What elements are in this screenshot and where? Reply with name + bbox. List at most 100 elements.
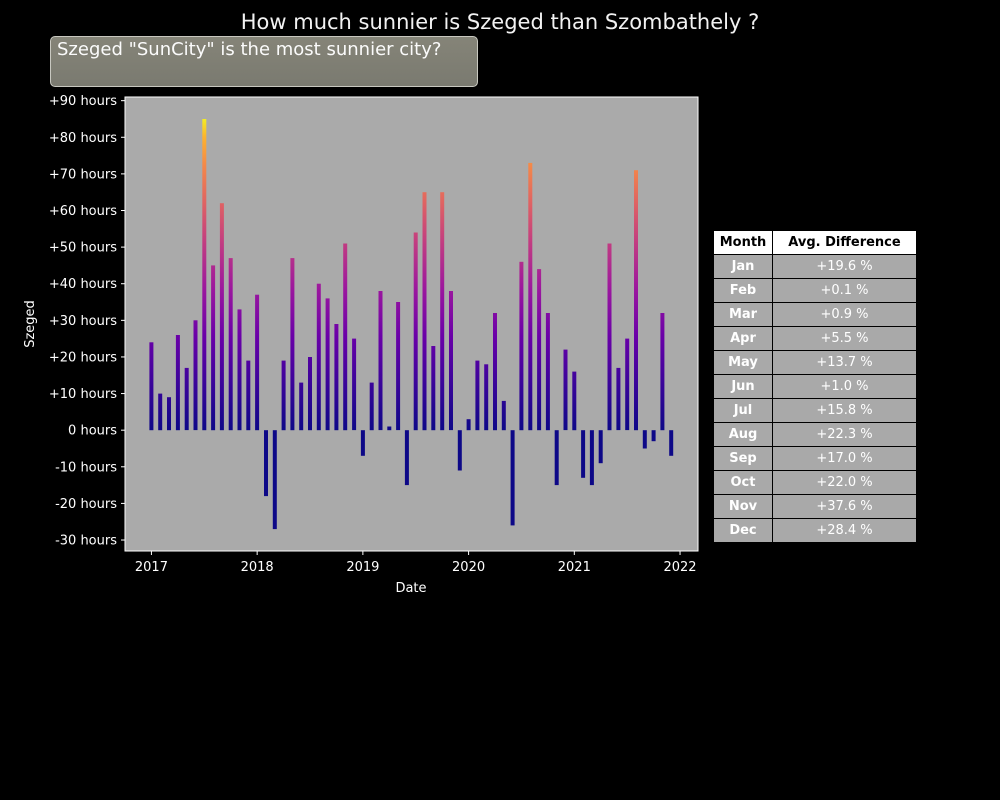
difference-cell: +28.4 %: [772, 518, 917, 543]
bar-2019-07: [413, 232, 418, 431]
y-axis-label: Szeged: [23, 300, 38, 348]
month-cell: Nov: [713, 494, 773, 519]
difference-cell: +37.6 %: [772, 494, 917, 519]
bar-2019-10: [440, 192, 445, 431]
y-tick-label: -30 hours: [55, 534, 117, 549]
bar-2021-04: [598, 430, 603, 464]
bar-2019-11: [449, 291, 453, 431]
table-row: May +13.7 %: [713, 350, 917, 375]
monthly-difference-table: Month Avg. Difference Jan +19.6 % Feb +0.1 …: [713, 230, 917, 543]
bar-2020-03: [484, 364, 489, 431]
bar-2020-10: [545, 313, 550, 431]
bar-2017-09: [219, 203, 224, 431]
table-row: Sep +17.0 %: [713, 446, 917, 471]
table-row: Aug +22.3 %: [713, 422, 917, 447]
y-tick-label: +90 hours: [49, 94, 117, 109]
bar-2017-10: [228, 258, 233, 431]
y-tick-label: +50 hours: [49, 241, 117, 256]
month-cell: Jan: [713, 254, 773, 279]
month-cell: May: [713, 350, 773, 375]
table-row: Apr +5.5 %: [713, 326, 917, 351]
bar-2018-05: [290, 258, 295, 431]
chart-title: How much sunnier is Szeged than Szombath…: [240, 10, 760, 34]
bar-2017-07: [202, 119, 207, 431]
bar-2017-08: [211, 265, 216, 431]
difference-cell: +1.0 %: [772, 374, 917, 399]
table-row: Dec +28.4 %: [713, 518, 917, 543]
bar-2018-11: [343, 243, 348, 431]
bar-2021-03: [589, 430, 594, 486]
month-cell: Oct: [713, 470, 773, 495]
y-tick-label: +40 hours: [49, 277, 117, 292]
difference-cell: +17.0 %: [772, 446, 917, 471]
bar-2019-03: [378, 291, 383, 431]
bar-2018-03: [272, 430, 277, 530]
bar-2017-04: [175, 335, 180, 431]
bar-2020-07: [519, 261, 524, 431]
bar-2019-02: [369, 382, 374, 431]
difference-cell: +13.7 %: [772, 350, 917, 375]
month-cell: Sep: [713, 446, 773, 471]
month-cell: Apr: [713, 326, 773, 351]
y-axis: -30 hours -20 hours -10 hours 0 hours +10 ho…: [49, 94, 125, 549]
bar-2017-12: [246, 360, 251, 431]
bar-2018-04: [281, 360, 286, 431]
bar-2021-09: [642, 430, 647, 449]
bar-chart: -30 hours -20 hours -10 hours 0 hours +10 ho…: [23, 94, 699, 596]
bar-2019-04: [387, 426, 392, 431]
y-tick-label: +70 hours: [49, 167, 117, 182]
table-row: Jan +19.6 %: [713, 254, 917, 279]
y-tick-label: +10 hours: [49, 387, 117, 402]
bar-2020-06: [510, 430, 515, 526]
bar-2017-02: [158, 393, 163, 431]
bar-2018-10: [334, 324, 339, 431]
difference-cell: +15.8 %: [772, 398, 917, 423]
table-header-month: Month: [713, 230, 773, 255]
annotation-box: Szeged "SunCity" is the most sunnier cit…: [50, 36, 478, 87]
difference-cell: +5.5 %: [772, 326, 917, 351]
month-cell: Mar: [713, 302, 773, 327]
bar-2017-03: [167, 397, 171, 431]
table-row: Feb +0.1 %: [713, 278, 917, 303]
bar-2020-11: [554, 430, 559, 486]
bar-2019-08: [422, 192, 427, 431]
annotation-text: Szeged "SunCity" is the most sunnier cit…: [57, 39, 442, 60]
x-tick-label: 2021: [558, 560, 591, 575]
bar-2021-07: [625, 338, 630, 431]
table-row: Nov +37.6 %: [713, 494, 917, 519]
plot-area: [124, 96, 699, 552]
bar-2020-02: [475, 360, 480, 431]
bar-2019-06: [404, 430, 409, 486]
bar-2018-06: [299, 382, 304, 431]
month-cell: Dec: [713, 518, 773, 543]
x-axis: 2017 2018 2019 2020 2021 2022: [135, 551, 697, 575]
month-cell: Jun: [713, 374, 773, 399]
bar-2018-12: [352, 338, 357, 431]
bar-2020-05: [501, 400, 506, 431]
bar-2020-12: [563, 349, 568, 431]
difference-cell: +0.1 %: [772, 278, 917, 303]
bar-2021-12: [669, 430, 674, 456]
bar-2017-05: [184, 367, 189, 431]
table-row: Jun +1.0 %: [713, 374, 917, 399]
month-cell: Aug: [713, 422, 773, 447]
table-row: Jul +15.8 %: [713, 398, 917, 423]
difference-cell: +22.3 %: [772, 422, 917, 447]
bar-2021-08: [634, 170, 638, 431]
bar-2021-11: [660, 313, 665, 431]
bar-2020-09: [537, 269, 542, 431]
x-tick-label: 2020: [452, 560, 485, 575]
bar-2019-01: [360, 430, 365, 456]
bar-2021-10: [651, 430, 656, 442]
bars: [149, 119, 674, 530]
x-tick-label: 2018: [241, 560, 274, 575]
bar-2019-12: [457, 430, 462, 471]
bar-2018-07: [308, 357, 312, 431]
bar-2018-09: [325, 298, 330, 431]
difference-cell: +22.0 %: [772, 470, 917, 495]
y-tick-label: +80 hours: [49, 131, 117, 146]
bar-2019-05: [396, 302, 401, 431]
y-tick-label: 0 hours: [68, 424, 117, 439]
bar-2017-01: [149, 342, 154, 431]
x-tick-label: 2022: [663, 560, 696, 575]
